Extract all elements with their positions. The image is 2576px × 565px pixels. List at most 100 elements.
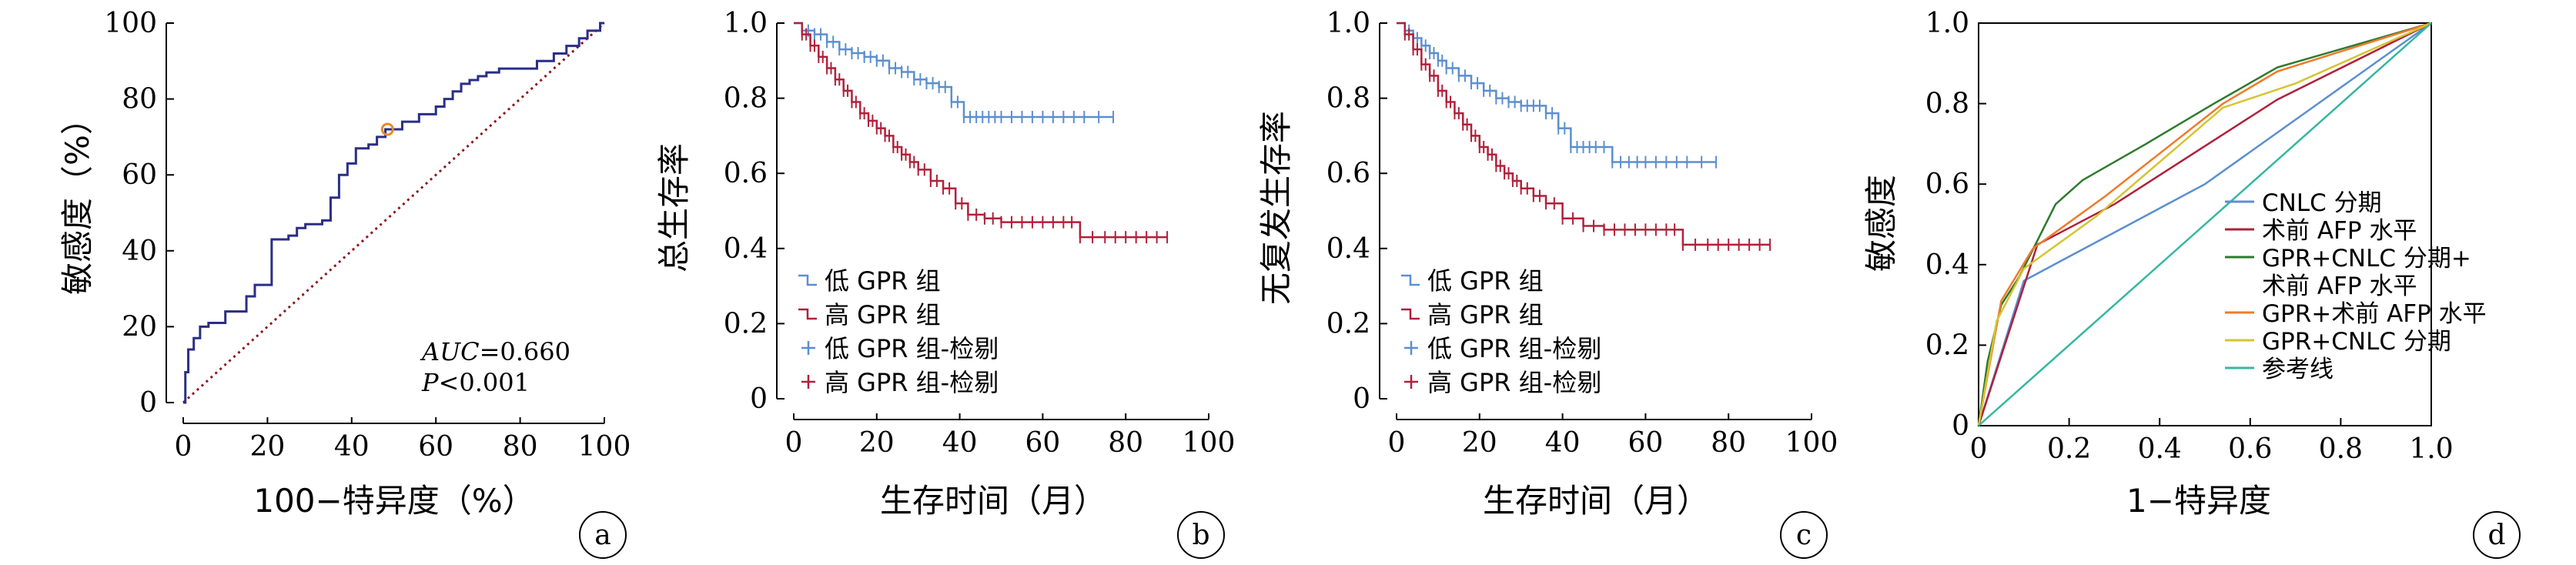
panel-label-circle-a	[579, 511, 627, 559]
x-tick-label-a: 60	[418, 431, 453, 463]
legend-label-d: GPR+CNLC 分期+	[2262, 245, 2471, 272]
y-tick-label-b: 0	[750, 383, 768, 415]
x-tick-label-c: 0	[1388, 427, 1406, 459]
panel-label-b: b	[1192, 520, 1209, 551]
series-line-d-5	[1978, 22, 2432, 426]
y-axis-label-b: 总生存率	[655, 143, 693, 272]
x-tick-label-c: 100	[1785, 427, 1838, 459]
y-tick-label-d: 0.6	[1925, 169, 1969, 200]
y-tick-label-a: 0	[139, 387, 157, 419]
x-axis-label-b: 生存时间（月）	[880, 482, 1106, 520]
legend-b: 低 GPR 组高 GPR 组低 GPR 组-检剔高 GPR 组-检剔	[798, 266, 999, 397]
x-tick-label-b: 100	[1183, 427, 1236, 459]
y-tick-label-a: 40	[122, 236, 157, 267]
x-tick-label-c: 20	[1462, 427, 1497, 459]
x-tick-label-c: 80	[1711, 427, 1746, 459]
annotation-p: P<0.001	[421, 368, 530, 397]
y-tick-label-d: 0.2	[1925, 329, 1969, 361]
annotation-value: =0.660	[480, 337, 570, 366]
legend-swatch-c	[1401, 308, 1420, 320]
x-axis-label-c: 生存时间（月）	[1483, 482, 1709, 520]
y-tick-label-a: 20	[122, 311, 157, 343]
panel-label-c: c	[1796, 520, 1812, 551]
panel-label-a: a	[594, 520, 611, 551]
x-axis-label-a: 100−特异度（%）	[253, 482, 534, 520]
panel-a: 0 20 40 60 80 100 0 20 40 60 80 100 AUC=0.660 P<0.0…	[59, 8, 631, 559]
y-tick-label-b: 0.2	[724, 308, 768, 339]
plot-area-d	[1977, 22, 2432, 426]
series-line-d-3	[1977, 22, 2432, 426]
x-tick-label-c: 60	[1628, 427, 1663, 459]
annotation-stat: AUC	[420, 337, 480, 366]
x-tick-label-d: 1.0	[2409, 433, 2453, 465]
legend-label-d: 参考线	[2262, 356, 2333, 383]
axes-a: 0 20 40 60 80 100 0 20 40 60 80 100	[104, 8, 631, 463]
y-tick-label-c: 0.8	[1326, 83, 1370, 115]
x-tick-label-a: 20	[249, 431, 285, 463]
plot-frame-d	[1978, 22, 2432, 426]
y-tick-label-a: 80	[122, 84, 157, 115]
legend-label-c: 高 GPR 组	[1427, 300, 1544, 329]
x-tick-label-c: 40	[1545, 427, 1581, 459]
series-line-a-0	[183, 22, 604, 404]
legend-label-c: 低 GPR 组	[1427, 266, 1544, 296]
series-line-d-0	[1977, 22, 2432, 426]
legend-label-d: GPR+CNLC 分期	[2262, 328, 2451, 356]
x-tick-label-b: 0	[785, 427, 803, 459]
y-tick-label-b: 0.6	[724, 158, 768, 189]
y-tick-label-d: 0.8	[1925, 89, 1969, 120]
legend-label-d: 术前 AFP 水平	[2262, 217, 2417, 245]
legend-label-d: CNLC 分期	[2262, 189, 2382, 217]
series-line-c-1	[1397, 22, 1771, 246]
y-tick-label-d: 0.4	[1925, 249, 1969, 281]
legend-label-c: 低 GPR 组-检剔	[1427, 334, 1601, 363]
x-tick-label-d: 0.8	[2319, 433, 2363, 465]
y-axis-label-d: 敏感度	[1862, 175, 1900, 272]
legend-label-b: 低 GPR 组-检剔	[825, 334, 999, 363]
x-tick-label-d: 0	[1970, 433, 1988, 465]
legend-label-c: 高 GPR 组-检剔	[1427, 368, 1601, 397]
y-tick-label-b: 0.8	[724, 83, 768, 115]
legend-swatch-b	[798, 308, 817, 320]
y-tick-label-d: 0	[1952, 410, 1969, 442]
x-tick-label-b: 60	[1025, 427, 1060, 459]
y-tick-label-d: 1.0	[1925, 8, 1969, 39]
axes-d: 0 0.2 0.4 0.6 0.8 1.0 0 0.2 0.4 0.6 0.8 1.0	[1925, 8, 2454, 465]
series-line-d-1	[1977, 22, 2432, 426]
panel-label-circle-b	[1177, 511, 1225, 559]
legend-label-b: 低 GPR 组	[825, 266, 941, 296]
axes-b: 0 20 40 60 80 100 0 0.2 0.4 0.6 0.8 1.0	[724, 8, 1236, 459]
y-tick-label-c: 1.0	[1326, 8, 1370, 39]
legend-label-b: 高 GPR 组	[825, 300, 941, 329]
x-axis-label-d: 1−特异度	[2126, 482, 2271, 520]
x-tick-label-a: 0	[175, 431, 192, 463]
y-tick-label-b: 1.0	[724, 8, 768, 39]
x-tick-label-b: 80	[1108, 427, 1143, 459]
axes-c: 0 20 40 60 80 100 0 0.2 0.4 0.6 0.8 1.0	[1326, 8, 1838, 459]
plot-area-b	[794, 22, 1169, 244]
plot-area-c	[1397, 22, 1771, 251]
series-line-b-0	[794, 22, 1114, 119]
x-tick-label-d: 0.2	[2047, 433, 2091, 465]
y-tick-label-b: 0.4	[724, 233, 768, 265]
panel-label-circle-c	[1780, 511, 1828, 559]
y-tick-label-a: 60	[122, 159, 157, 191]
y-axis-label-c: 无复发生存率	[1257, 111, 1295, 305]
panel-b: 0 20 40 60 80 100 0 0.2 0.4 0.6 0.8 1.0 低 GPR 组高 GP…	[655, 8, 1236, 559]
annotation-value: <0.001	[439, 368, 530, 397]
panel-d: 0 0.2 0.4 0.6 0.8 1.0 0 0.2 0.4 0.6 0.8 1.0 CNLC 分期…	[1862, 8, 2521, 559]
legend-label-d: 术前 AFP 水平	[2262, 272, 2417, 300]
y-tick-label-c: 0.6	[1326, 158, 1370, 189]
y-tick-label-c: 0	[1353, 383, 1370, 415]
series-line-d-4	[1977, 22, 2432, 426]
cutoff-point-a	[380, 122, 394, 136]
legend-c: 低 GPR 组高 GPR 组低 GPR 组-检剔高 GPR 组-检剔	[1401, 266, 1601, 397]
x-tick-label-a: 80	[503, 431, 538, 463]
y-tick-label-a: 100	[104, 8, 157, 39]
legend-label-d: GPR+术前 AFP 水平	[2262, 300, 2487, 328]
annotation-stat: P	[421, 368, 439, 397]
x-tick-label-a: 40	[334, 431, 370, 463]
legend-label-b: 高 GPR 组-检剔	[825, 368, 999, 397]
